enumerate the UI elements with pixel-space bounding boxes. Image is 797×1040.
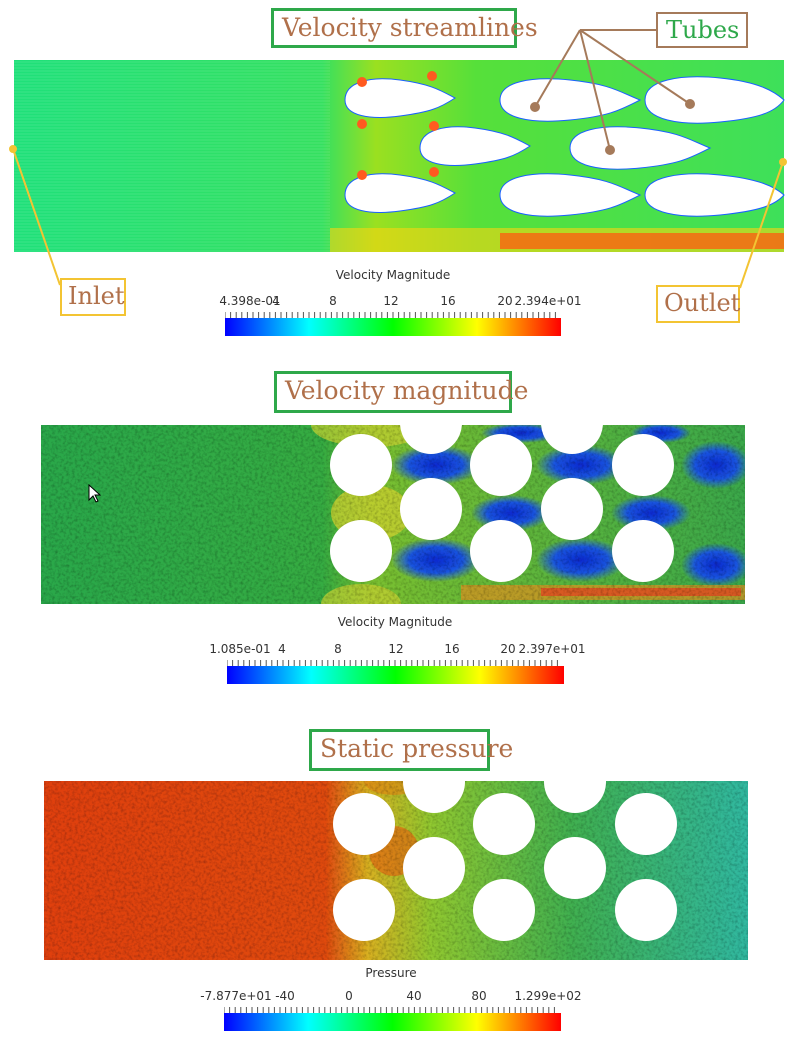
tube-hole bbox=[473, 879, 535, 941]
legend-tick-label: 4 bbox=[278, 642, 286, 656]
outlet-label: Outlet bbox=[656, 285, 740, 323]
tube-shape bbox=[499, 173, 642, 217]
legend-tick-label: 4 bbox=[272, 294, 280, 308]
tube-hole bbox=[615, 879, 677, 941]
tube-hole bbox=[615, 793, 677, 855]
tube-shape bbox=[344, 78, 456, 118]
legend-tick-label: 20 bbox=[500, 642, 516, 656]
tube-hole bbox=[330, 434, 392, 496]
legend-tick-label: 2.397e+01 bbox=[518, 642, 586, 656]
tube-shape bbox=[419, 126, 531, 166]
legend-tick-label: 12 bbox=[383, 294, 399, 308]
legend-tick-label: 16 bbox=[440, 294, 456, 308]
legend-tick-label: 12 bbox=[388, 642, 404, 656]
tube-shape bbox=[644, 76, 785, 124]
legend-tick-label: 2.394e+01 bbox=[514, 294, 582, 308]
legend-tick-label: 1.299e+02 bbox=[514, 989, 582, 1003]
tube-hole bbox=[400, 478, 462, 540]
legend-tick-label: 40 bbox=[406, 989, 422, 1003]
legend1-title: Velocity Magnitude bbox=[335, 268, 451, 282]
legend2-colorbar bbox=[227, 660, 564, 684]
tube-hole bbox=[403, 837, 465, 899]
panel3-title: Static pressure bbox=[309, 729, 513, 771]
tube-hole bbox=[473, 793, 535, 855]
velocity-contour-domain bbox=[41, 425, 745, 604]
tube-hole bbox=[333, 879, 395, 941]
tube-hole bbox=[470, 434, 532, 496]
legend3-title: Pressure bbox=[365, 966, 417, 980]
tube-hole bbox=[541, 425, 603, 454]
legend-tick-label: -7.877e+01 bbox=[200, 989, 272, 1003]
legend-tick-label: 4.398e-01 bbox=[219, 294, 281, 308]
inlet-label: Inlet bbox=[60, 278, 126, 316]
legend3-colorbar bbox=[224, 1007, 561, 1031]
panel2-title: Velocity magnitude bbox=[274, 371, 528, 413]
legend2-title: Velocity Magnitude bbox=[337, 615, 453, 629]
legend-tick-label: 1.085e-01 bbox=[209, 642, 271, 656]
legend-tick-label: -40 bbox=[275, 989, 295, 1003]
tube-hole bbox=[612, 434, 674, 496]
tube-hole bbox=[330, 520, 392, 582]
tube-shape bbox=[644, 173, 785, 217]
tubes-label: Tubes bbox=[656, 12, 748, 48]
pressure-contour-domain bbox=[44, 781, 748, 960]
legend-tick-label: 16 bbox=[444, 642, 460, 656]
legend-tick-label: 20 bbox=[497, 294, 513, 308]
legend1-colorbar bbox=[225, 312, 561, 336]
tube-hole bbox=[400, 425, 462, 454]
tube-hole bbox=[403, 781, 465, 813]
mouse-cursor-icon bbox=[88, 484, 102, 503]
tube-hole bbox=[541, 478, 603, 540]
panel1-title: Velocity streamlines bbox=[271, 8, 538, 48]
tube-hole bbox=[470, 520, 532, 582]
legend-tick-label: 8 bbox=[334, 642, 342, 656]
tube-hole bbox=[544, 837, 606, 899]
legend-tick-label: 8 bbox=[329, 294, 337, 308]
legend-tick-label: 80 bbox=[471, 989, 487, 1003]
legend-tick-label: 0 bbox=[345, 989, 353, 1003]
tube-hole bbox=[544, 781, 606, 813]
tube-hole bbox=[612, 520, 674, 582]
tube-hole bbox=[333, 793, 395, 855]
tube-shape bbox=[344, 173, 456, 213]
streamline-domain bbox=[9, 29, 787, 289]
